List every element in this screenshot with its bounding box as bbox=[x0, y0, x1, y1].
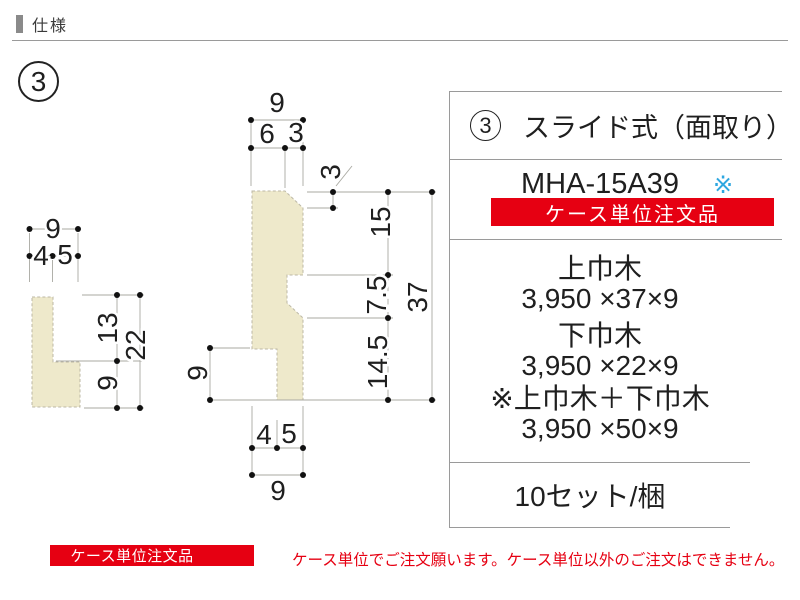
dim-label: 9 bbox=[270, 475, 286, 506]
product-type-title: スライド式（面取り） bbox=[523, 113, 793, 143]
size-label: 下巾木 bbox=[557, 320, 642, 351]
packing-quantity: 10セット/梱 bbox=[514, 481, 666, 512]
model-row: MHA-15A39 ※ ケース単位注文品 bbox=[450, 160, 782, 240]
table-item-number-circle: 3 bbox=[470, 110, 501, 141]
spec-table: 3 スライド式（面取り） MHA-15A39 ※ ケース単位注文品 上巾木 3,… bbox=[449, 91, 793, 528]
item-number: 3 bbox=[30, 65, 47, 97]
section-header: 仕様 bbox=[16, 12, 68, 36]
size-label: 上巾木 bbox=[557, 253, 642, 284]
dim-label: 14.5 bbox=[362, 335, 393, 390]
size-value: 3,950 ×50×9 bbox=[521, 413, 679, 444]
model-code: MHA-15A39 bbox=[521, 168, 679, 200]
item-number-circle: 3 bbox=[18, 61, 59, 102]
table-item-number: 3 bbox=[479, 112, 492, 138]
dim-label: 15 bbox=[365, 206, 396, 237]
dim-label: 5 bbox=[281, 418, 297, 449]
dim-label: 9 bbox=[45, 213, 61, 244]
dim-label: 4 bbox=[33, 240, 49, 271]
packing-row: 10セット/梱 bbox=[450, 463, 730, 528]
size-value: 3,950 ×22×9 bbox=[521, 350, 679, 381]
header-divider bbox=[12, 40, 788, 41]
section-title: 仕様 bbox=[32, 18, 69, 35]
upper-baseboard-shape bbox=[251, 190, 304, 401]
dim-label: 3 bbox=[315, 164, 346, 180]
dim-label: 4 bbox=[256, 419, 272, 450]
reference-mark: ※ bbox=[713, 172, 734, 199]
case-order-badge: ケース単位注文品 bbox=[491, 198, 774, 226]
dim-label: 22 bbox=[120, 329, 151, 360]
dim-label: 9 bbox=[92, 375, 123, 391]
footer-order-note: ケース単位でご注文願います。ケース単位以外のご注文はできません。 bbox=[292, 552, 785, 569]
dim-label: 3 bbox=[288, 117, 304, 148]
dim-label: 13 bbox=[92, 312, 123, 343]
lower-baseboard-shape bbox=[31, 296, 81, 408]
dim-label: 9 bbox=[269, 87, 285, 118]
dim-label: 6 bbox=[259, 118, 275, 149]
dim-label: 9 bbox=[182, 365, 213, 381]
profile-drawing: 9 4 5 13 22 9 9 6 3 3 bbox=[26, 85, 436, 509]
footer-case-order-badge: ケース単位注文品 bbox=[50, 545, 254, 566]
dim-label: 5 bbox=[57, 239, 73, 270]
size-value: 3,950 ×37×9 bbox=[521, 283, 679, 314]
size-label: ※上巾木＋下巾木 bbox=[490, 383, 710, 414]
dim-label: 7.5 bbox=[361, 276, 392, 315]
section-marker-bar bbox=[16, 15, 23, 33]
dim-label: 37 bbox=[402, 281, 433, 312]
spec-table-header-row: 3 スライド式（面取り） bbox=[450, 92, 793, 160]
lower-profile-dimensions: 9 4 5 13 22 9 bbox=[26, 211, 154, 411]
upper-profile-dimensions: 9 6 3 3 15 7.5 14.5 37 9 4 bbox=[180, 85, 436, 509]
sizes-row: 上巾木 3,950 ×37×9 下巾木 3,950 ×22×9 ※上巾木＋下巾木… bbox=[450, 240, 750, 463]
